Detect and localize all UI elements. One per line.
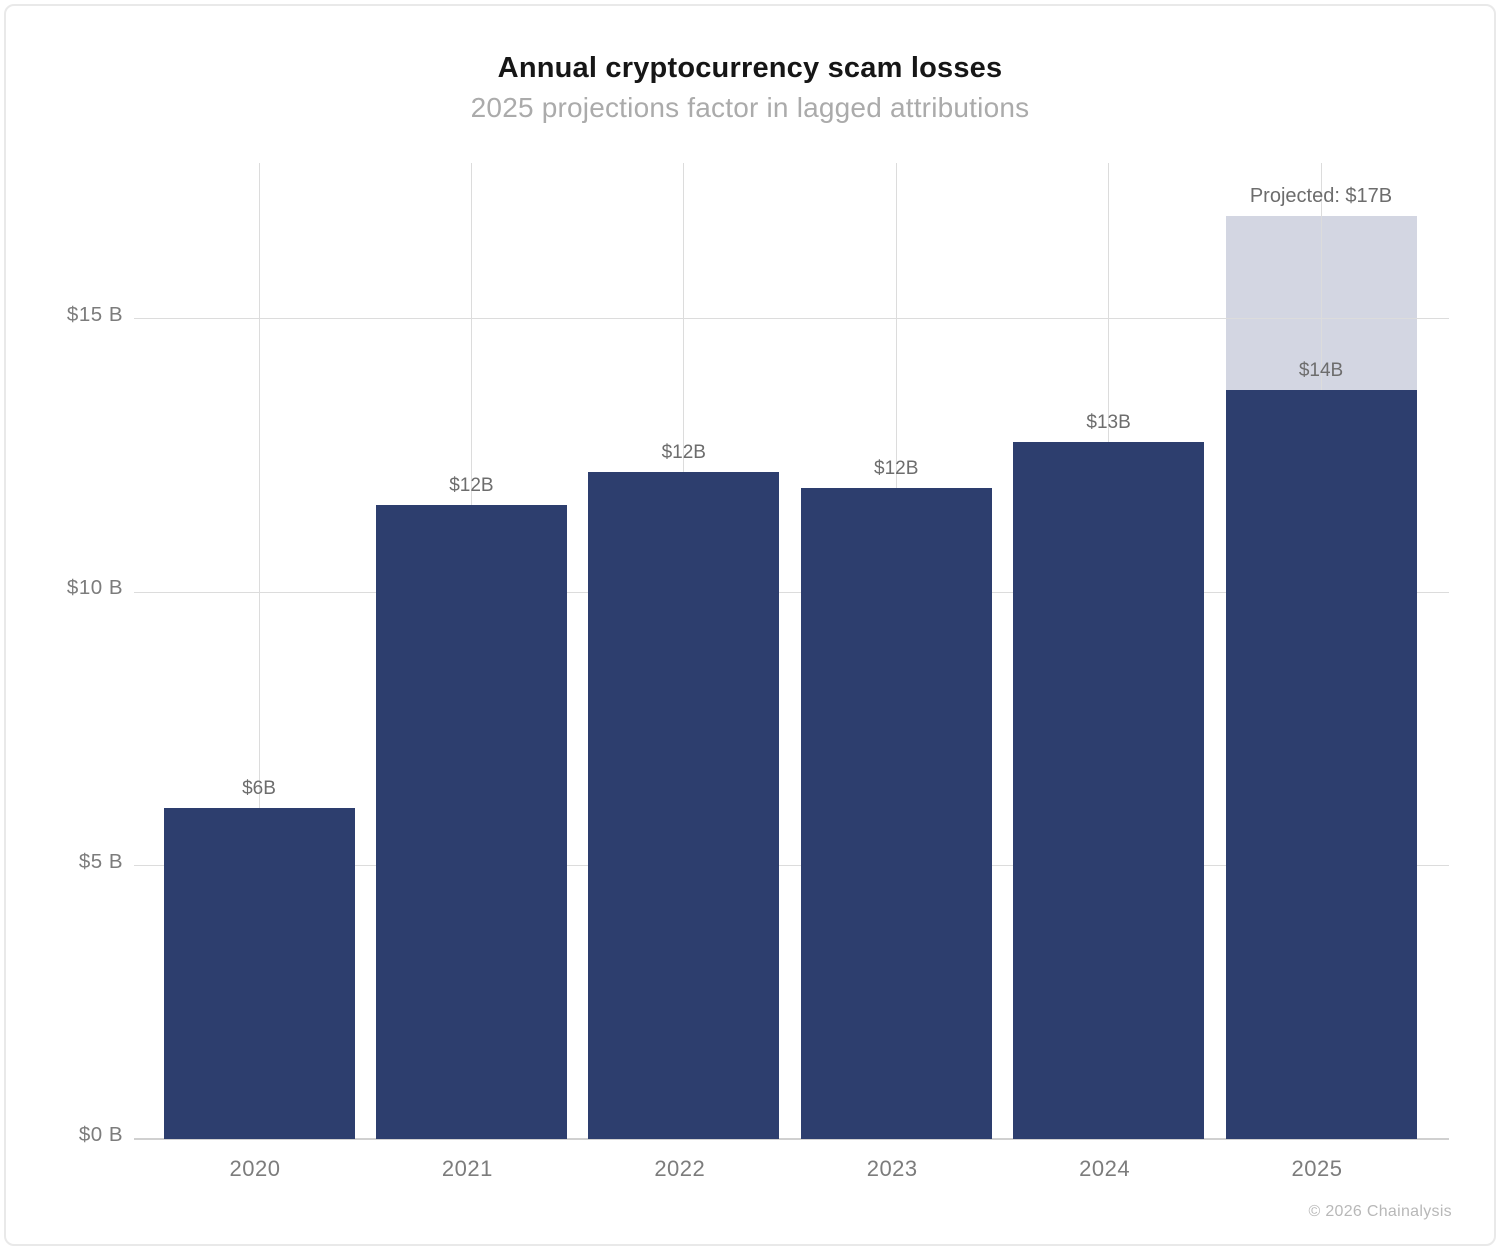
x-tick-label-2022: 2022 <box>654 1156 706 1181</box>
value-label-2024: $13B <box>1086 411 1131 433</box>
value-label-2021: $12B <box>449 474 494 496</box>
x-tick-label-2021: 2021 <box>441 1156 493 1181</box>
x-tick-label-2020: 2020 <box>229 1156 281 1181</box>
bar-2023 <box>800 488 992 1139</box>
bar-2025 <box>1225 389 1417 1139</box>
bar-2022 <box>588 471 780 1139</box>
value-label-2025: $14B <box>1298 359 1344 381</box>
gridline-h-15 <box>134 318 1449 320</box>
copyright-credit: © 2026 Chainalysis <box>1308 1203 1452 1220</box>
y-tick-label-15: $15 B <box>66 302 123 326</box>
chart-subtitle: 2025 projections factor in lagged attrib… <box>470 92 1030 123</box>
gridline-h-10 <box>134 591 1449 593</box>
bar-2021 <box>375 504 567 1139</box>
plot-area: $6B $12B $12B $12B $13B $14B Projected: $17B <box>134 163 1449 1140</box>
x-tick-label-2024: 2024 <box>1079 1156 1131 1181</box>
y-tick-label-0: $0 B <box>78 1123 123 1146</box>
chart-card: Annual cryptocurrency scam losses 2025 p… <box>4 4 1496 1246</box>
projected-label-2025: Projected: $17B <box>1249 185 1393 208</box>
value-label-2020: $6B <box>242 778 276 800</box>
gridline-h-5 <box>134 865 1449 867</box>
value-label-2023: $12B <box>874 458 919 480</box>
x-tick-label-2023: 2023 <box>866 1156 918 1181</box>
x-axis-line <box>134 1138 1449 1140</box>
bar-2024 <box>1013 441 1205 1139</box>
bar-2020 <box>163 808 355 1139</box>
chart-title: Annual cryptocurrency scam losses <box>497 52 1003 84</box>
x-tick-label-2025: 2025 <box>1291 1156 1343 1181</box>
value-label-2022: $12B <box>661 441 706 463</box>
y-tick-label-5: $5 B <box>78 849 123 873</box>
y-tick-label-10: $10 B <box>66 576 123 600</box>
gridline-v-2020 <box>258 163 260 1139</box>
